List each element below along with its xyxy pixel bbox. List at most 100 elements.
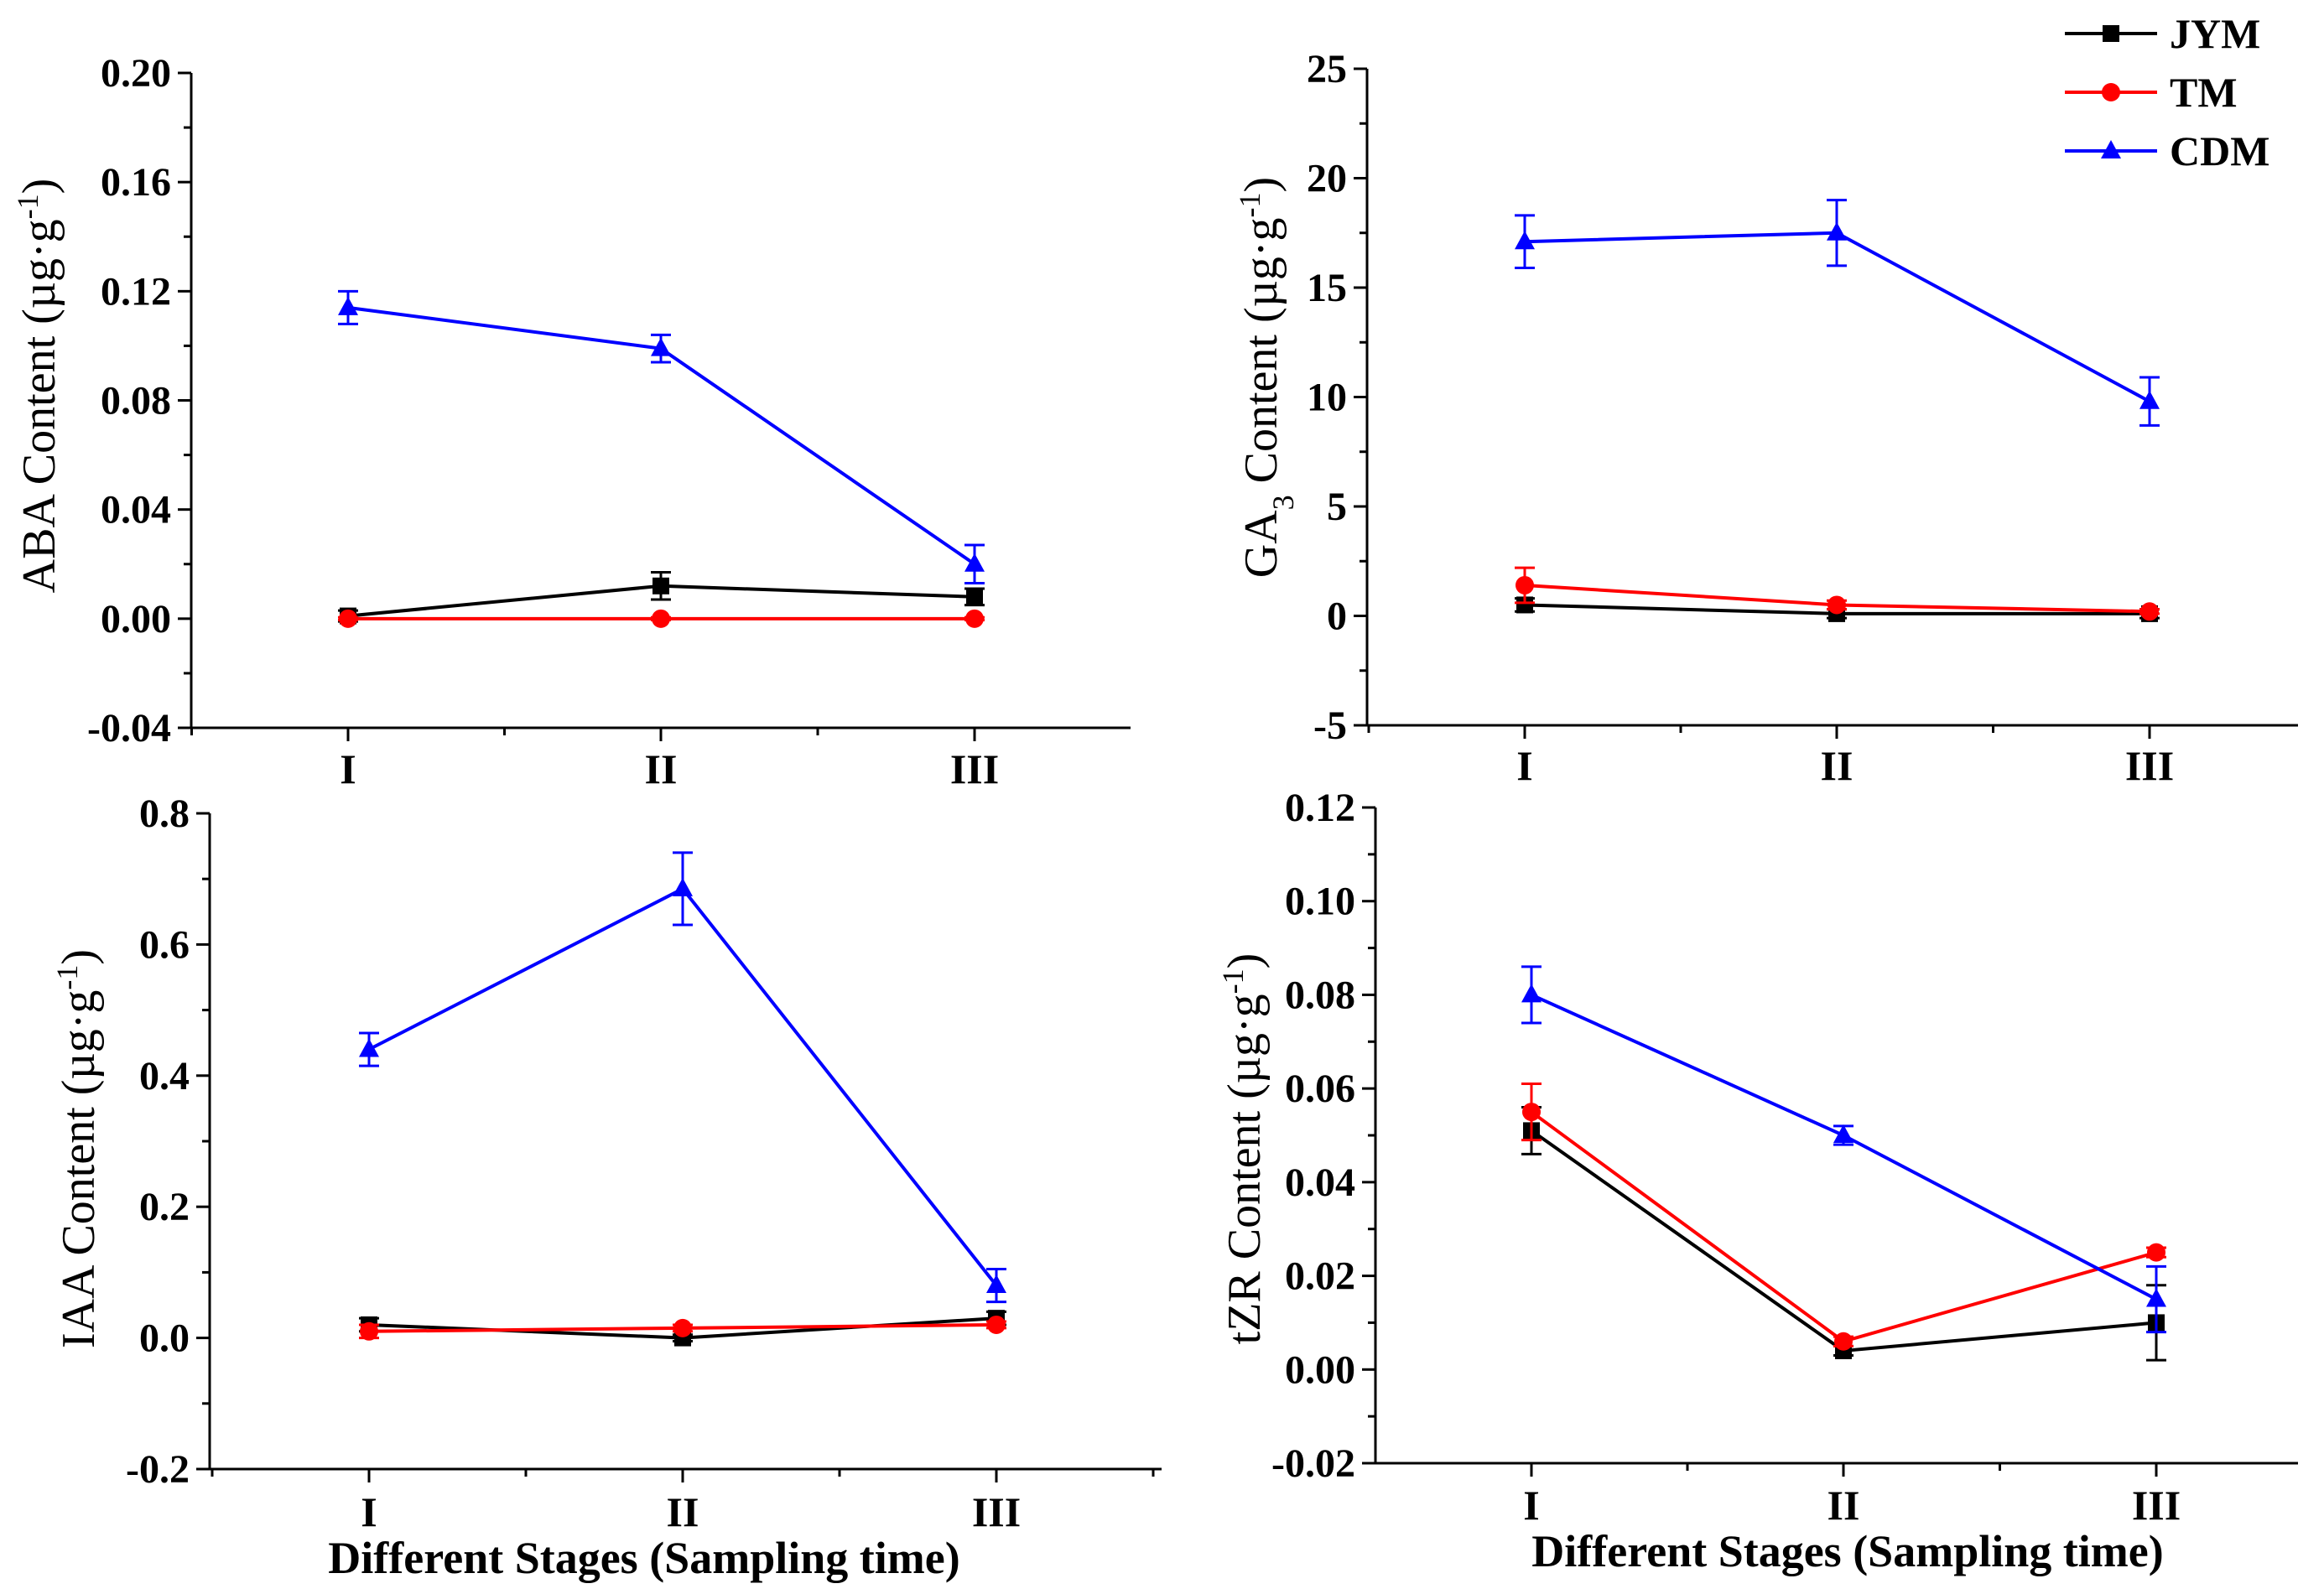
series-line: [1530, 1110, 2157, 1343]
x-tick-label: II: [1827, 1482, 1860, 1529]
data-point: [2146, 1288, 2166, 1307]
x-axis-title: Different Stages (Sampling time): [1531, 1526, 2163, 1576]
x-axis-title: Different Stages (Sampling time): [328, 1533, 959, 1583]
data-point: [652, 577, 669, 595]
legend-label: CDM: [2170, 127, 2269, 174]
y-tick-label: 15: [1307, 266, 1347, 310]
data-point: [673, 1318, 692, 1337]
y-tick-label: 0.08: [1285, 973, 1355, 1017]
y-tick-label: 0.4: [139, 1054, 190, 1098]
y-tick-label: 0.16: [101, 160, 171, 205]
data-point: [986, 1275, 1006, 1294]
y-tick-label: 20: [1307, 157, 1347, 201]
y-tick-label: 0.8: [139, 792, 190, 836]
series-line: [1530, 1129, 2157, 1353]
legend-marker: [2103, 25, 2119, 42]
data-point: [652, 609, 670, 628]
y-tick-label: 0.20: [101, 51, 171, 96]
y-tick-label: 0.04: [1285, 1160, 1355, 1205]
y-tick-label: 25: [1307, 47, 1347, 91]
chart-tzr: -0.020.000.020.040.060.080.100.12I II IIIt…: [1216, 786, 2298, 1576]
x-tick-label: III: [2132, 1482, 2181, 1529]
data-point: [1521, 984, 1542, 1003]
data-point: [965, 609, 984, 628]
y-tick-label: 0.10: [1285, 880, 1355, 924]
series-CDM: [338, 289, 985, 585]
x-tick-label: II: [645, 745, 678, 792]
data-point: [1516, 596, 1533, 614]
y-tick-label: -0.2: [126, 1447, 190, 1492]
x-tick-label: I: [1516, 742, 1532, 789]
x-tick-label: I: [340, 745, 356, 792]
data-point: [339, 609, 357, 628]
x-tick-label: II: [667, 1488, 699, 1535]
y-tick-label: 0.6: [139, 922, 190, 967]
data-point: [2147, 1243, 2165, 1262]
x-tick-label: III: [972, 1488, 1021, 1535]
data-point: [360, 1321, 378, 1341]
y-axis-title: GA3 Content (µg·g-1): [1233, 177, 1300, 578]
legend-item-TM: TM: [2065, 69, 2238, 116]
data-point: [966, 588, 983, 605]
series-TM: [1515, 566, 2160, 621]
legend-marker: [2102, 83, 2120, 101]
legend-label: TM: [2170, 69, 2238, 116]
y-tick-label: 5: [1327, 485, 1347, 529]
y-axis-title: ABA Content (µg·g-1): [11, 179, 65, 594]
series-CDM: [1515, 199, 2160, 427]
y-tick-label: 0.06: [1285, 1067, 1355, 1111]
y-tick-label: 0.00: [1285, 1347, 1355, 1392]
data-point: [1827, 595, 1846, 615]
y-tick-label: 0.0: [139, 1316, 190, 1361]
data-point: [673, 877, 693, 896]
y-tick-label: 10: [1307, 376, 1347, 420]
y-tick-label: -0.02: [1271, 1441, 1355, 1486]
y-tick-label: 0.02: [1285, 1254, 1355, 1299]
legend-item-JYM: JYM: [2065, 10, 2260, 57]
legend-label: JYM: [2170, 10, 2260, 57]
x-tick-label: I: [361, 1488, 377, 1535]
x-tick-label: III: [950, 745, 999, 792]
series-line: [368, 886, 998, 1287]
data-point: [1827, 221, 1847, 241]
y-tick-label: -5: [1313, 704, 1347, 748]
data-point: [2139, 390, 2160, 409]
y-tick-label: 0: [1327, 595, 1347, 639]
data-point: [987, 1315, 1006, 1334]
y-tick-label: 0.00: [101, 597, 171, 641]
data-point: [1522, 1103, 1541, 1122]
data-point: [338, 296, 358, 315]
data-point: [651, 337, 671, 356]
y-tick-label: 0.04: [101, 488, 171, 532]
data-point: [359, 1038, 379, 1057]
y-tick-label: 0.12: [1285, 786, 1355, 830]
series-TM: [359, 1315, 1006, 1341]
y-tick-label: 0.12: [101, 269, 171, 314]
y-tick-label: 0.08: [101, 379, 171, 423]
series-TM: [1521, 1083, 2166, 1351]
legend-item-CDM: CDM: [2065, 127, 2269, 174]
y-axis-title: IAA Content (µg·g-1): [50, 949, 105, 1348]
y-axis-title: tZR Content (µg·g-1): [1216, 953, 1271, 1345]
x-tick-label: I: [1523, 1482, 1539, 1529]
x-tick-label: II: [1821, 742, 1853, 789]
x-tick-label: III: [2125, 742, 2174, 789]
y-tick-label: 0.2: [139, 1185, 190, 1229]
series-CDM: [359, 851, 1006, 1304]
data-point: [1516, 575, 1534, 595]
series-TM: [338, 609, 985, 628]
data-point: [1833, 1124, 1853, 1143]
data-point: [1515, 231, 1535, 250]
legend: JYM TM CDM: [2065, 10, 2269, 174]
legend-marker: [2101, 140, 2121, 158]
series-CDM: [1521, 965, 2166, 1334]
data-point: [1834, 1332, 1853, 1351]
y-tick-label: -0.04: [87, 706, 171, 750]
data-point: [964, 553, 985, 572]
series-line: [1531, 993, 2157, 1301]
data-point: [2140, 602, 2159, 621]
